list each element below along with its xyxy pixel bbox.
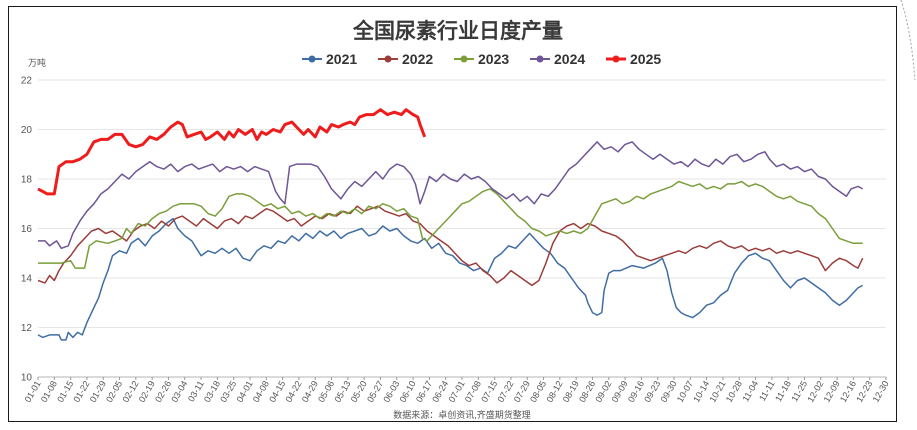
- legend-label-2022: 2022: [402, 51, 433, 67]
- y-tick-label: 20: [21, 125, 33, 136]
- legend-marker-2024: [536, 55, 544, 63]
- legend-label-2021: 2021: [326, 51, 357, 67]
- series-line-2022: [37, 205, 864, 287]
- chart-title: 全国尿素行业日度产量: [352, 19, 563, 43]
- x-tick-label: 03-04: [169, 379, 189, 404]
- x-axis-ticks: 01-0101-0801-1501-2201-2902-0502-1202-19…: [23, 377, 891, 404]
- legend-marker-2021: [308, 55, 316, 63]
- series-line-2025: [37, 108, 427, 196]
- legend-label-2024: 2024: [554, 51, 585, 67]
- series-line-2024: [38, 141, 864, 250]
- x-tick-label: 11-04: [740, 379, 760, 403]
- gridlines: [38, 79, 886, 378]
- legend-marker-2022: [384, 55, 392, 63]
- legend-marker-2023: [460, 55, 468, 63]
- y-tick-label: 12: [21, 323, 33, 334]
- y-tick-label: 16: [21, 224, 33, 235]
- legend-label-2025: 2025: [630, 51, 661, 67]
- y-tick-label: 18: [21, 175, 33, 186]
- y-tick-label: 14: [21, 274, 33, 285]
- y-axis-unit: 万吨: [28, 57, 46, 68]
- legend: 2021 2022 2023 2024 2025: [302, 51, 661, 67]
- x-tick-label: 10-28: [724, 379, 744, 404]
- y-tick-label: 22: [21, 76, 33, 87]
- decorative-dashed-arc: [900, 0, 916, 80]
- legend-marker-2025: [612, 55, 620, 63]
- data-source-note: 数据来源：卓创资讯,齐盛期货整理: [393, 409, 531, 420]
- x-tick-label: 12-30: [871, 379, 891, 404]
- series-line-2023: [38, 180, 863, 269]
- legend-label-2023: 2023: [478, 51, 509, 67]
- series-line-2021: [37, 217, 864, 341]
- series-lines: [37, 108, 864, 341]
- y-tick-label: 10: [21, 373, 33, 384]
- y-axis-ticks: 10 12 14 16 18 20 22: [21, 76, 33, 384]
